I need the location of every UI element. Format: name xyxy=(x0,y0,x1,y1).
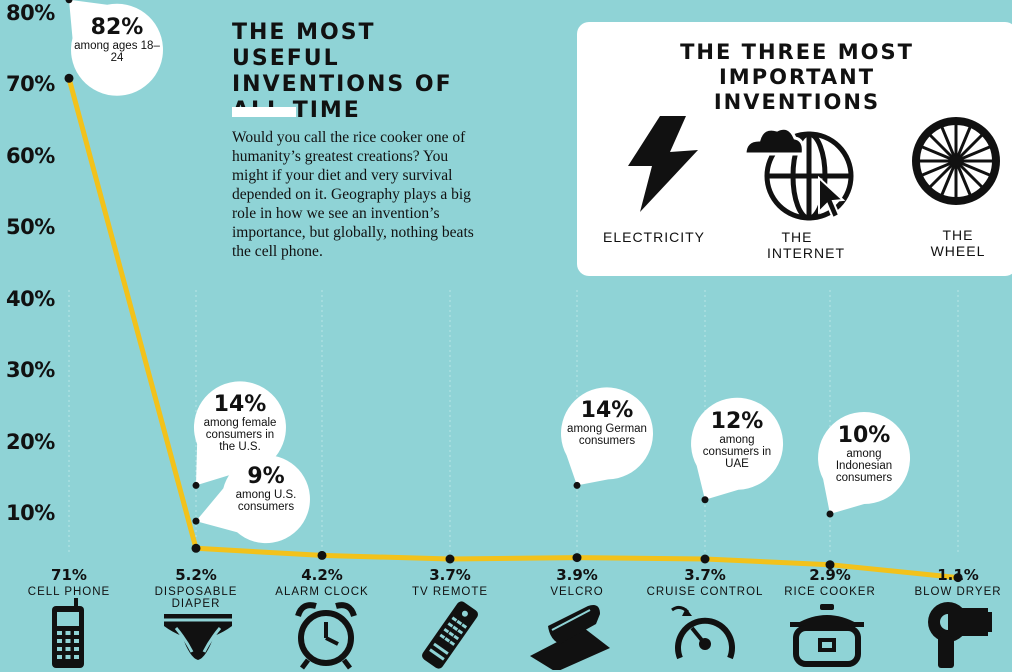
annotation-caption: among German consumers xyxy=(567,423,647,448)
category-name: DISPOSABLE DIAPER xyxy=(154,586,238,610)
annotation-text: 14% among female consumers in the U.S. xyxy=(198,392,282,454)
series-line xyxy=(66,77,959,581)
annotation-text: 82% among ages 18–24 xyxy=(72,14,162,64)
y-tick-label: 20% xyxy=(6,429,55,454)
alarm-clock-icon xyxy=(295,602,357,670)
data-point xyxy=(445,554,455,564)
y-tick-label: 30% xyxy=(6,358,55,383)
cruise-control-icon xyxy=(671,605,735,660)
category-name: TV REMOTE xyxy=(411,586,489,598)
data-point xyxy=(953,573,963,583)
annotation-bubble xyxy=(69,0,163,96)
invention-label-wheel: THE WHEEL xyxy=(930,227,986,259)
y-tick-label: 40% xyxy=(6,286,55,311)
annotation-point xyxy=(826,510,834,518)
annotation-bubble xyxy=(196,455,310,544)
category-value: 3.7% xyxy=(429,566,471,584)
invention-label-electricity: ELECTRICITY xyxy=(602,229,705,245)
lightning-icon xyxy=(628,116,698,212)
tv-remote-icon xyxy=(422,601,478,669)
annotation-point xyxy=(573,481,581,489)
invention-label-internet: THE INTERNET xyxy=(767,229,845,261)
category-value: 4.2% xyxy=(301,566,343,584)
annotation-caption: among consumers in UAE xyxy=(702,433,772,470)
annotation-bubble xyxy=(691,397,784,500)
category-label: 4.2% ALARM CLOCK xyxy=(257,566,387,598)
cellphone-icon xyxy=(52,598,84,668)
annotation-point xyxy=(192,517,200,525)
category-name: CRUISE CONTROL xyxy=(646,586,764,598)
category-label: 3.7% CRUISE CONTROL xyxy=(640,566,770,598)
annotation-value: 82% xyxy=(90,14,144,40)
annotation-value: 10% xyxy=(837,423,891,448)
annotation-text: 9% among U.S. consumers xyxy=(226,464,306,514)
category-label: 71% CELL PHONE xyxy=(4,566,134,598)
category-name: VELCRO xyxy=(550,586,604,598)
category-name: RICE COOKER xyxy=(784,586,876,598)
annotation-text: 10% among Indonesian consumers xyxy=(819,423,909,485)
annotation-bubble xyxy=(818,412,911,514)
category-name: CELL PHONE xyxy=(27,586,111,598)
annotation-caption: among female consumers in the U.S. xyxy=(203,417,277,454)
category-name: ALARM CLOCK xyxy=(275,586,369,598)
annotation-value: 14% xyxy=(213,392,267,418)
category-name: BLOW DRYER xyxy=(914,586,1002,598)
data-point xyxy=(317,550,327,560)
annotation-text: 14% among German consumers xyxy=(565,398,649,448)
data-point xyxy=(825,560,835,570)
rice-cooker-icon xyxy=(790,604,864,667)
y-tick-label: 80% xyxy=(6,1,55,25)
data-point xyxy=(64,73,74,83)
category-label: 1.1% BLOW DRYER xyxy=(893,566,1012,598)
category-value: 1.1% xyxy=(937,566,979,584)
annotation-bubble xyxy=(561,387,654,486)
title-underline xyxy=(232,107,296,117)
annotation-point xyxy=(701,496,709,504)
data-points xyxy=(64,73,963,583)
category-value: 3.9% xyxy=(556,566,598,584)
data-point xyxy=(191,543,201,553)
category-label: 5.2% DISPOSABLE DIAPER xyxy=(131,566,261,610)
category-label: 3.9% VELCRO xyxy=(512,566,642,598)
category-label: 3.7% TV REMOTE xyxy=(385,566,515,598)
velcro-icon xyxy=(530,605,610,670)
annotation-value: 9% xyxy=(247,464,285,490)
y-tick-label: 10% xyxy=(6,501,55,525)
category-value: 5.2% xyxy=(175,566,217,584)
category-value: 71% xyxy=(51,566,87,584)
data-point xyxy=(700,554,710,564)
data-point xyxy=(572,553,582,563)
annotation-value: 12% xyxy=(710,408,764,434)
top-three-title-text: THE THREE MOST IMPORTANT INVENTIONS xyxy=(680,40,914,114)
y-tick-label: 50% xyxy=(6,215,55,240)
annotation-value: 14% xyxy=(580,398,634,424)
annotation-point xyxy=(65,0,73,4)
annotation-bubbles xyxy=(65,0,911,544)
blow-dryer-icon xyxy=(928,602,992,668)
y-tick-label: 70% xyxy=(6,72,55,97)
annotation-caption: among Indonesian consumers xyxy=(835,448,893,484)
category-value: 3.7% xyxy=(684,566,726,584)
top-three-box: THE THREE MOST IMPORTANT INVENTIONS ELEC… xyxy=(577,22,1012,276)
annotation-caption: among U.S. consumers xyxy=(235,489,297,514)
diaper-icon xyxy=(164,614,232,660)
y-tick-label: 60% xyxy=(6,143,55,168)
category-value: 2.9% xyxy=(809,566,851,584)
wheel-icon xyxy=(912,117,1000,205)
top-three-title: THE THREE MOST IMPORTANT INVENTIONS xyxy=(577,40,1012,115)
intro-text: Would you call the rice cooker one of hu… xyxy=(232,129,474,260)
annotation-point xyxy=(192,481,200,489)
annotation-caption: among ages 18–24 xyxy=(74,39,160,64)
annotation-text: 12% among consumers in UAE xyxy=(695,408,779,470)
globe-cursor-icon xyxy=(743,126,854,221)
category-label: 2.9% RICE COOKER xyxy=(765,566,895,598)
